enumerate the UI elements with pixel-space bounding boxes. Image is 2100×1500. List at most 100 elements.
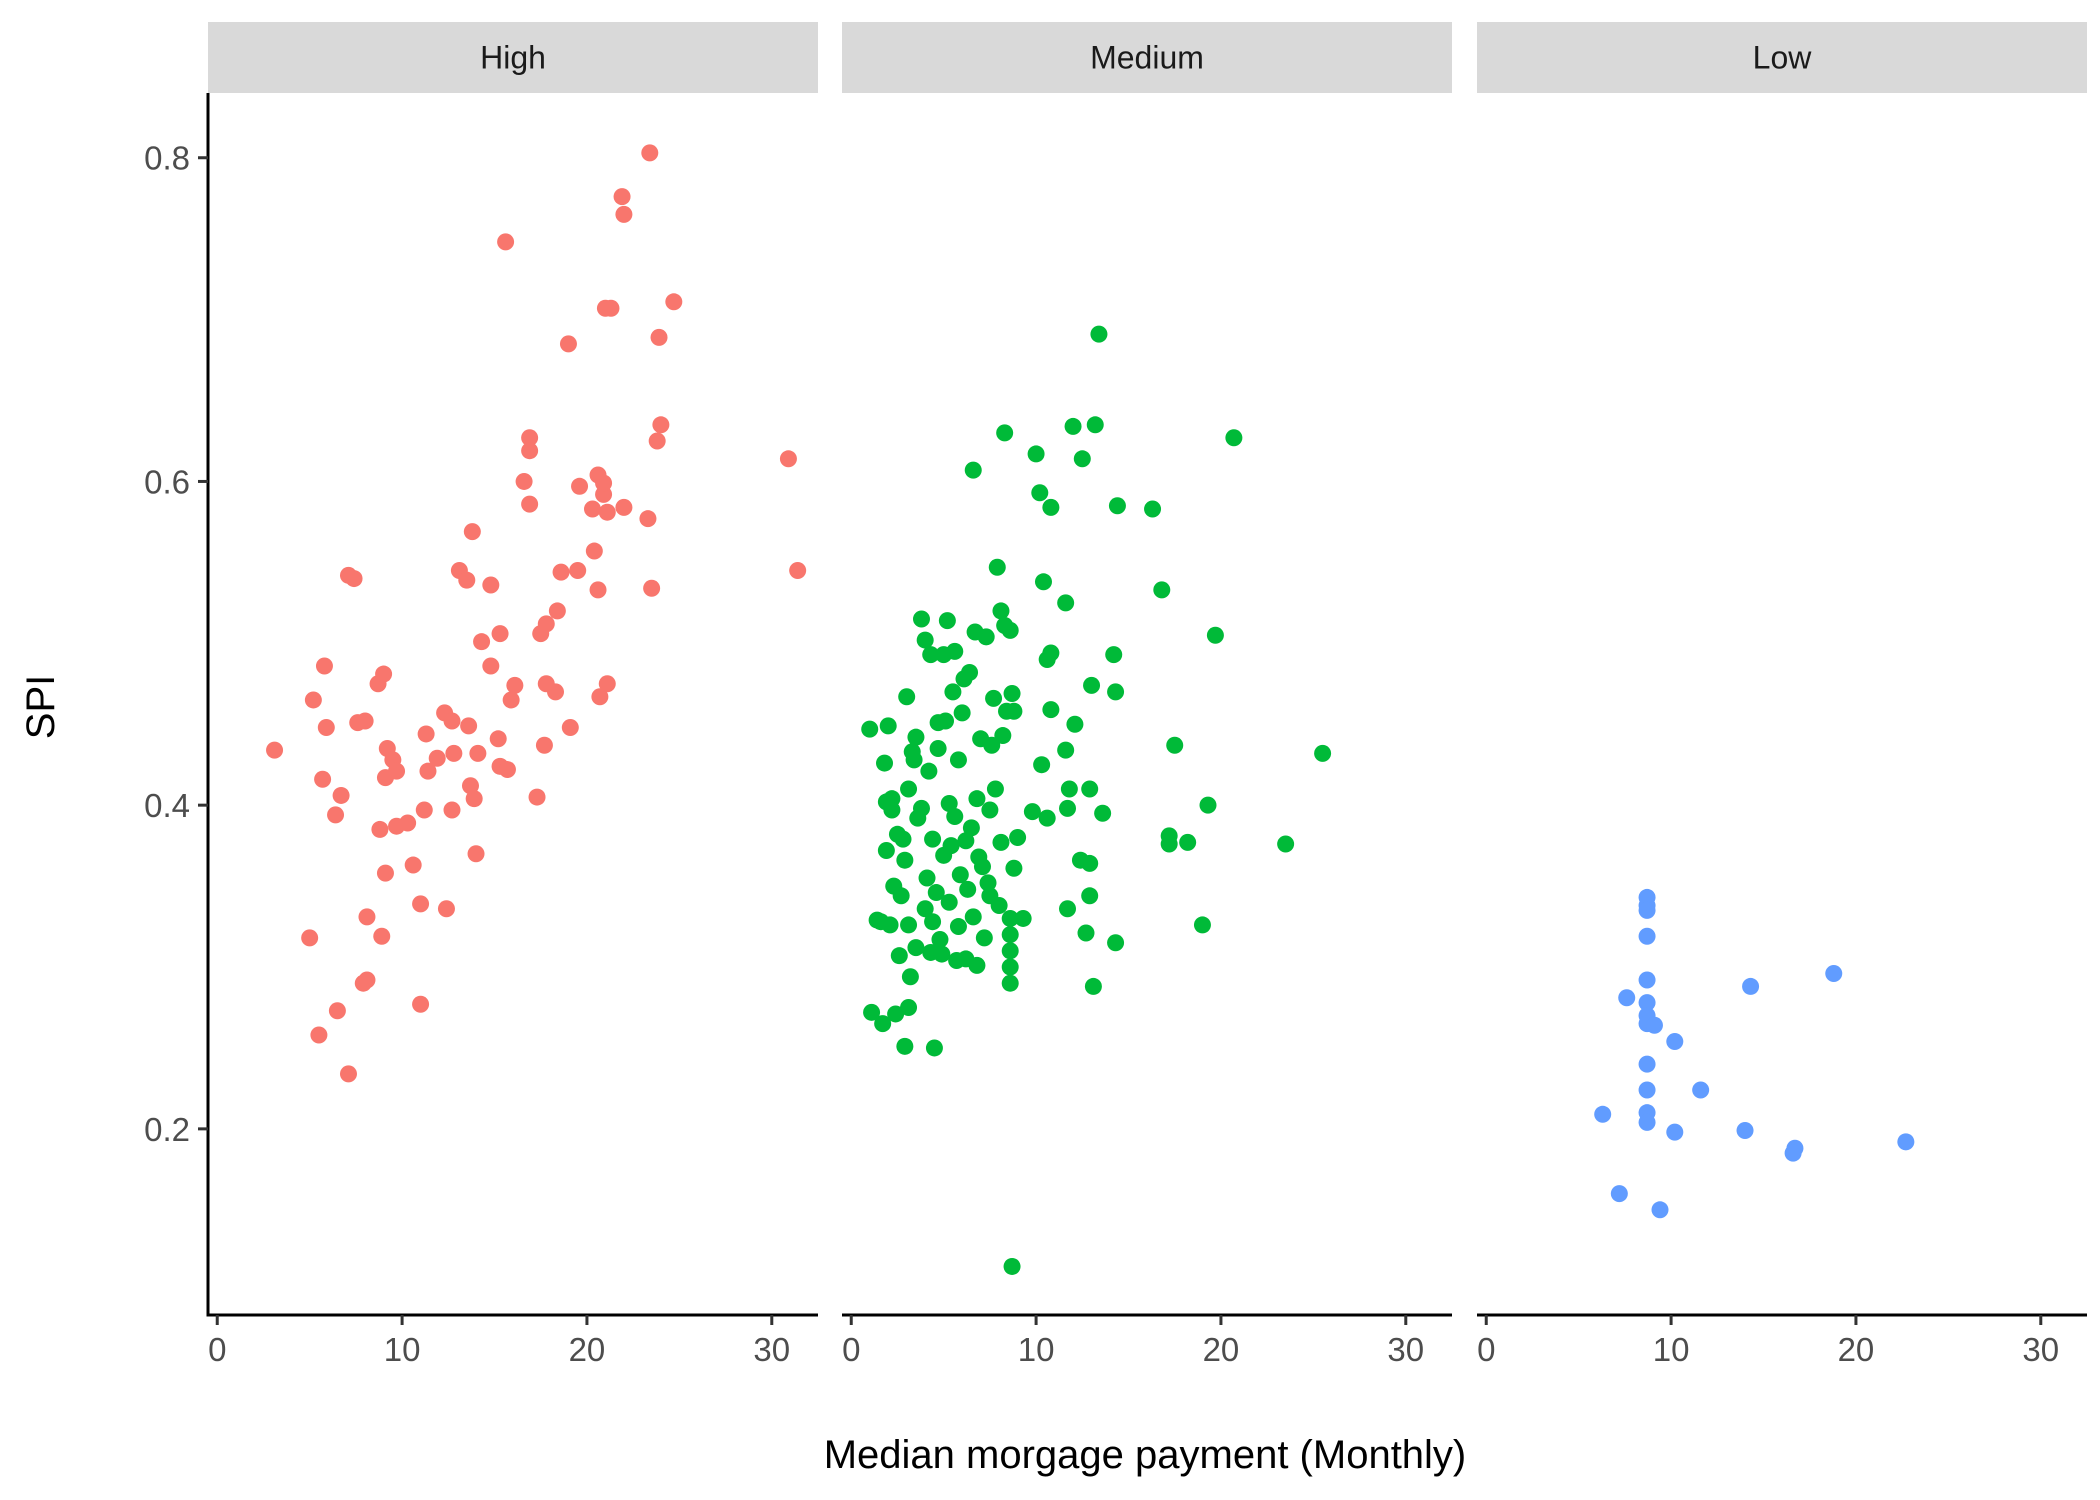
data-point — [1038, 809, 1056, 827]
data-point — [898, 688, 916, 706]
y-tick-label: 0.6 — [144, 463, 190, 500]
data-point — [1042, 498, 1060, 516]
data-point — [924, 913, 942, 931]
data-point — [1166, 736, 1184, 754]
data-point — [990, 897, 1008, 915]
data-point — [1042, 644, 1060, 662]
data-point — [571, 477, 589, 495]
data-point — [339, 1065, 357, 1083]
data-point — [613, 188, 631, 206]
data-point — [1077, 924, 1095, 942]
data-point — [1090, 325, 1108, 343]
data-point — [528, 788, 546, 806]
data-point — [506, 676, 524, 694]
data-point — [1034, 573, 1052, 591]
data-point — [1594, 1105, 1612, 1123]
data-point — [1179, 833, 1197, 851]
data-point — [643, 579, 661, 597]
data-point — [900, 916, 918, 934]
data-point — [929, 740, 947, 758]
data-point — [1081, 854, 1099, 872]
data-point — [665, 293, 683, 311]
data-point — [942, 837, 960, 855]
y-tick-label: 0.2 — [144, 1111, 190, 1148]
data-point — [931, 930, 949, 948]
data-point — [266, 741, 284, 759]
data-point — [615, 498, 633, 516]
x-tick-label: 20 — [569, 1331, 606, 1368]
data-point — [585, 542, 603, 560]
data-point — [345, 570, 363, 588]
data-point — [877, 841, 895, 859]
data-point — [933, 945, 951, 963]
data-point — [1033, 756, 1051, 774]
y-axis-title: SPI — [19, 675, 63, 739]
data-point — [491, 625, 509, 643]
y-tick-label: 0.8 — [144, 140, 190, 177]
data-point — [1083, 676, 1101, 694]
data-point — [1825, 964, 1843, 982]
data-point — [1638, 1081, 1656, 1099]
data-point — [317, 718, 335, 736]
data-point — [595, 474, 613, 492]
data-point — [639, 510, 657, 528]
facet-panel-low: Low 0 10 20 30 — [1477, 22, 2087, 1368]
data-point — [985, 689, 1003, 707]
data-point — [874, 1015, 892, 1033]
data-point — [461, 777, 479, 795]
data-point — [469, 744, 487, 762]
data-point — [861, 720, 879, 738]
data-point — [314, 770, 332, 788]
data-point — [1042, 701, 1060, 719]
data-point — [996, 424, 1014, 442]
data-point — [463, 523, 481, 541]
data-point — [779, 450, 797, 468]
data-point — [938, 612, 956, 630]
x-tick-label: 30 — [753, 1331, 790, 1368]
facet-label: Low — [1753, 40, 1813, 76]
data-point — [537, 615, 555, 633]
points-low — [1594, 888, 1915, 1219]
data-point — [328, 1002, 346, 1020]
data-point — [951, 866, 969, 884]
facet-panels: High 0 10 20 30 0.2 0.4 0.6 0.8 Medium 0 10 20 30 Low 0… — [144, 22, 2087, 1368]
data-point — [863, 1003, 881, 1021]
facet-panel-medium: Medium 0 10 20 30 — [842, 22, 1452, 1368]
data-point — [977, 628, 995, 646]
data-point — [332, 786, 350, 804]
data-point — [1638, 1055, 1656, 1073]
data-point — [460, 717, 478, 735]
data-point — [650, 328, 668, 346]
data-point — [1618, 989, 1636, 1007]
data-point — [876, 754, 894, 772]
data-point — [907, 939, 925, 957]
data-point — [1094, 804, 1112, 822]
data-point — [1057, 741, 1075, 759]
data-point — [922, 646, 940, 664]
data-point — [1666, 1032, 1684, 1050]
data-point — [443, 712, 461, 730]
data-point — [988, 558, 1006, 576]
data-point — [975, 929, 993, 947]
data-point — [1108, 497, 1126, 515]
x-tick-label: 30 — [2022, 1331, 2059, 1368]
data-point — [879, 717, 897, 735]
data-point — [1059, 799, 1077, 817]
data-point — [412, 895, 430, 913]
data-point — [1003, 684, 1021, 702]
data-point — [1023, 803, 1041, 821]
data-point — [868, 911, 886, 929]
data-point — [467, 845, 485, 863]
data-point — [1064, 417, 1082, 435]
data-point — [953, 704, 971, 722]
data-point — [415, 801, 433, 819]
data-point — [412, 995, 430, 1013]
facet-strip-medium — [842, 22, 1452, 93]
data-point — [399, 814, 417, 832]
data-point — [905, 751, 923, 769]
facet-label: High — [480, 40, 546, 76]
data-point — [964, 908, 982, 926]
data-point — [615, 205, 633, 223]
data-point — [1638, 927, 1656, 945]
